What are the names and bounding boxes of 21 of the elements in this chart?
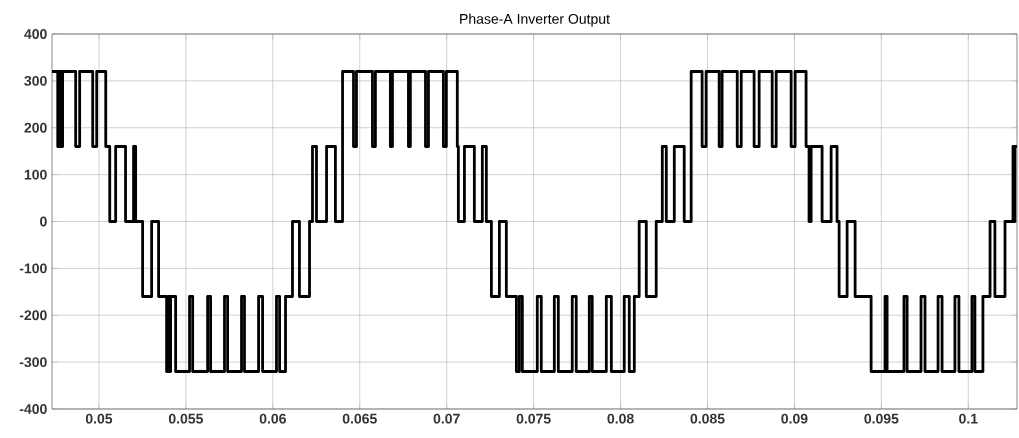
x-tick-label: 0.075 <box>516 413 551 424</box>
y-tick-label: 200 <box>24 122 47 133</box>
x-tick-label: 0.06 <box>259 413 286 424</box>
x-tick-label: 0.085 <box>690 413 725 424</box>
y-tick-label: 300 <box>24 75 47 86</box>
x-tick-label: 0.05 <box>85 413 113 424</box>
y-tick-label: -400 <box>19 404 47 414</box>
x-tick-label: 0.08 <box>607 413 634 424</box>
x-tick-label: 0.065 <box>342 413 377 424</box>
y-tick-label: -200 <box>19 310 47 321</box>
x-tick-label: 0.09 <box>781 413 808 424</box>
y-tick-label: -300 <box>19 357 47 368</box>
x-tick-label: 0.095 <box>864 413 899 424</box>
x-tick-label: 0.07 <box>433 413 460 424</box>
y-tick-label: 0 <box>40 216 47 227</box>
chart-title: Phase-A Inverter Output <box>460 13 610 27</box>
y-tick-label: 400 <box>24 29 47 39</box>
y-tick-label: -100 <box>19 263 47 274</box>
y-tick-label: 100 <box>24 169 47 180</box>
x-tick-label: 0.055 <box>168 413 203 424</box>
x-tick-label: 0.1 <box>959 413 978 424</box>
